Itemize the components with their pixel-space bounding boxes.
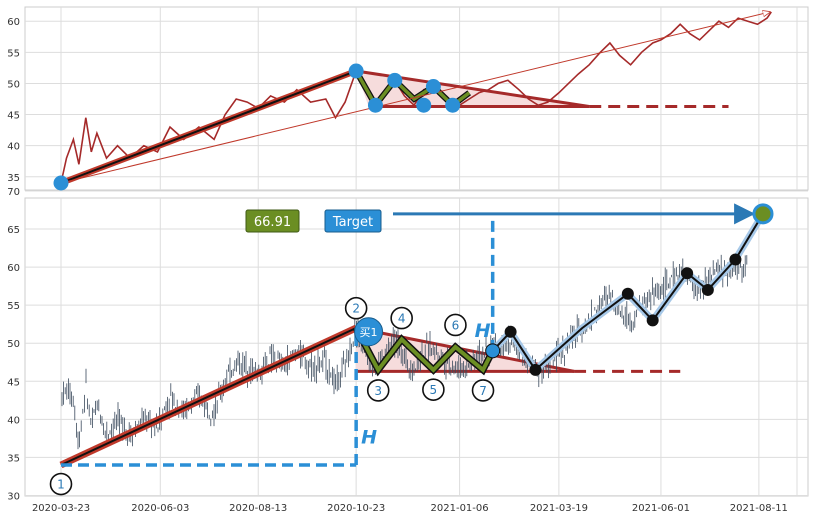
y-tick-label: 35 — [7, 453, 20, 464]
detail-point-labels: 1 2 3 4 5 6 7 — [49, 296, 495, 496]
target-marker — [752, 203, 774, 225]
detail-special-markers: 买1 — [354, 203, 774, 359]
x-tick-label: 2020-06-03 — [131, 503, 189, 514]
value-badge-text: 66.91 — [254, 215, 291, 230]
buy-marker-label: 买1 — [360, 326, 378, 339]
overview-pivot-markers — [53, 63, 461, 191]
x-tick-label: 2021-06-01 — [632, 503, 690, 514]
point-label-ring — [390, 306, 413, 330]
x-tick-label: 2020-08-13 — [229, 503, 287, 514]
buy-marker — [354, 317, 384, 347]
pivot-marker — [387, 72, 403, 88]
y-tick-label: 60 — [7, 17, 20, 28]
y-tick-label: 40 — [7, 415, 20, 426]
y-tick-label: 35 — [7, 173, 20, 184]
pivot-marker — [367, 97, 383, 113]
pivot-marker — [53, 175, 69, 191]
x-tick-label: 2020-10-23 — [327, 503, 385, 514]
forecast-marker — [681, 267, 694, 280]
point-label: 6 — [452, 318, 460, 332]
detail-y-ticks: 30 35 40 45 50 55 60 65 70 — [7, 187, 20, 502]
y-tick-label: 45 — [7, 377, 20, 388]
point-label-ring — [471, 379, 495, 402]
y-tick-label: 70 — [7, 187, 20, 198]
point-label-ring — [366, 379, 390, 402]
x-tick-label: 2021-03-19 — [530, 503, 588, 514]
pivot-marker — [416, 97, 432, 113]
pivot-marker — [348, 63, 364, 79]
x-tick-label: 2020-03-23 — [32, 503, 90, 514]
forecast-marker — [701, 283, 714, 296]
detail-height-measure-right: H — [475, 213, 495, 351]
point-label-ring — [444, 313, 467, 337]
target-badge-text: Target — [332, 215, 373, 230]
point-label: 3 — [374, 384, 382, 398]
forecast-marker — [729, 253, 742, 266]
overview-panel: 35 40 45 50 55 60 — [7, 6, 809, 191]
detail-forecast-markers — [504, 253, 742, 376]
point-label-ring — [49, 472, 73, 496]
point-label: 5 — [430, 383, 438, 397]
x-tick-label: 2021-08-11 — [730, 503, 788, 514]
value-badge: 66.91 — [245, 209, 300, 233]
height-label: H — [475, 320, 491, 342]
y-tick-label: 45 — [7, 111, 20, 122]
overview-target-arrow — [60, 12, 770, 184]
detail-x-ticks: 2020-03-23 2020-06-03 2020-08-13 2020-10-23… — [32, 503, 788, 514]
overview-trend-core — [60, 70, 357, 184]
forecast-marker — [529, 363, 542, 376]
point-label-ring — [422, 378, 445, 401]
point-label: 4 — [398, 312, 406, 326]
y-tick-label: 50 — [7, 79, 20, 90]
breakout-marker — [485, 343, 501, 359]
forecast-marker — [504, 325, 517, 338]
point-label: 7 — [479, 384, 487, 398]
overview-y-ticks: 35 40 45 50 55 60 — [7, 17, 20, 184]
detail-height-measure-left: H — [61, 328, 377, 467]
pivot-marker — [425, 79, 441, 95]
x-tick-label: 2021-01-06 — [431, 503, 489, 514]
y-tick-label: 30 — [7, 491, 20, 502]
point-label: 1 — [57, 478, 65, 492]
target-badge: Target — [324, 209, 382, 233]
y-tick-label: 55 — [7, 48, 20, 59]
y-tick-label: 65 — [7, 225, 20, 236]
pivot-marker — [445, 97, 461, 113]
point-label: 2 — [352, 302, 360, 316]
point-label-ring — [344, 296, 368, 320]
y-tick-label: 60 — [7, 263, 20, 274]
y-tick-label: 55 — [7, 301, 20, 312]
y-tick-label: 40 — [7, 142, 20, 153]
y-tick-label: 50 — [7, 339, 20, 350]
forecast-marker — [646, 314, 659, 327]
detail-trend-core — [60, 327, 357, 466]
height-label: H — [361, 427, 377, 449]
detail-forecast-path — [491, 213, 764, 371]
forecast-marker — [621, 287, 634, 300]
detail-wave — [354, 327, 495, 374]
